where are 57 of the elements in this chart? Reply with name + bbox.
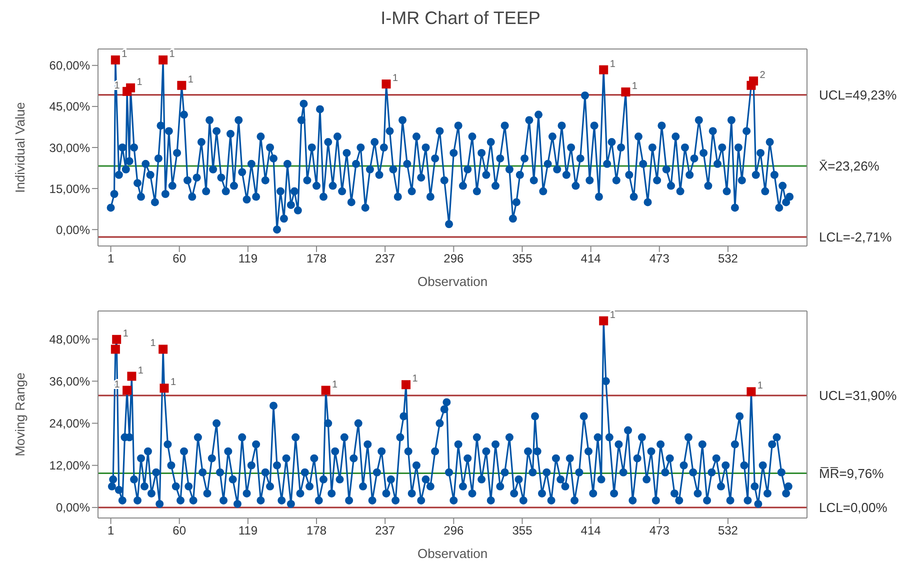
x-tick-label: 355: [512, 252, 533, 266]
x-axis-title: Observation: [417, 546, 488, 561]
annotation: 1: [138, 365, 144, 376]
y-axis-title: Moving Range: [12, 372, 28, 456]
x-tick-label: 119: [238, 524, 258, 538]
y-tick-label: 30,00%: [49, 140, 90, 155]
annotation: 1: [610, 310, 616, 321]
ref-line-label: X̄=23,26%: [819, 158, 880, 174]
ref-line-label: LCL=0,00%: [819, 500, 888, 516]
x-axis-title: Observation: [417, 274, 488, 289]
x-tick-label: 473: [649, 252, 670, 266]
x-tick-label: 414: [580, 252, 602, 266]
annotation: 1: [122, 48, 128, 60]
x-tick-label: 60: [172, 524, 186, 538]
ref-line-label: UCL=31,90%: [819, 388, 898, 404]
annotation: 1: [122, 328, 129, 340]
x-tick-label: 1: [107, 252, 114, 266]
x-tick-label: 296: [444, 252, 464, 266]
annotation: 1: [757, 380, 764, 392]
ref-line-label: UCL=49,23%: [819, 88, 898, 102]
y-tick-label: 0,00%: [56, 222, 90, 237]
chart-title: I-MR Chart of TEEP: [380, 8, 542, 30]
x-tick-label: 178: [306, 252, 327, 266]
ref-line-label: LCL=-2,71%: [819, 230, 892, 245]
x-tick-label: 237: [375, 252, 396, 266]
annotation: 1: [610, 58, 616, 70]
annotation: 1: [150, 338, 156, 350]
annotation: 1: [170, 377, 176, 388]
x-tick-label: 119: [238, 252, 258, 266]
annotation: 1: [136, 76, 143, 88]
x-tick-label: 296: [444, 524, 464, 538]
x-tick-label: 532: [718, 524, 738, 538]
y-tick-label: 60,00%: [49, 58, 90, 73]
x-tick-label: 60: [172, 252, 186, 266]
annotation: 2: [760, 70, 766, 82]
y-tick-label: 12,00%: [49, 458, 90, 473]
x-tick-label: 178: [306, 524, 327, 538]
x-tick-label: 1: [107, 524, 114, 538]
y-axis-title: Individual Value: [12, 102, 28, 193]
y-tick-label: 24,00%: [49, 416, 90, 431]
x-tick-label: 355: [512, 524, 533, 538]
x-tick-label: 414: [580, 524, 602, 538]
x-tick-label: 473: [649, 524, 670, 538]
y-tick-label: 48,00%: [49, 332, 90, 346]
annotation: 1: [392, 73, 398, 84]
y-tick-label: 15,00%: [49, 182, 90, 196]
annotation: 1: [632, 80, 638, 92]
y-tick-label: 0,00%: [56, 500, 90, 515]
y-tick-label: 45,00%: [49, 100, 90, 114]
annotation: 1: [412, 374, 418, 385]
annotation: 1: [332, 379, 338, 390]
annotation: 1: [188, 74, 194, 86]
x-tick-label: 237: [375, 524, 396, 538]
annotation: 1: [169, 48, 176, 60]
y-tick-label: 36,00%: [49, 374, 90, 388]
x-tick-label: 532: [718, 252, 738, 266]
ref-line-label: M̅R̅=9,76%: [819, 466, 884, 481]
